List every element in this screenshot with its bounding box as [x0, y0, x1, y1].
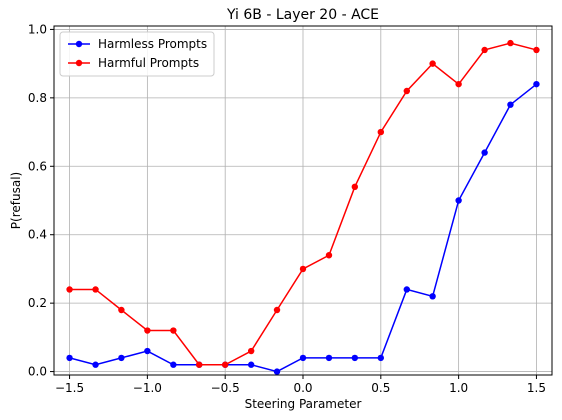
x-tick-label: 0.5 — [371, 381, 390, 395]
legend-label: Harmless Prompts — [98, 37, 207, 51]
data-point — [66, 354, 73, 362]
data-point — [299, 265, 307, 273]
data-point — [299, 354, 307, 362]
data-point — [507, 39, 514, 47]
y-tick-label: 0.2 — [28, 296, 47, 310]
x-tick-label: −0.5 — [211, 381, 240, 395]
series-1 — [66, 39, 540, 368]
y-tick-label: 0.4 — [28, 228, 47, 242]
data-point — [507, 101, 514, 108]
data-point — [247, 347, 255, 355]
y-tick-label: 0.8 — [28, 91, 47, 105]
y-tick-label: 0.6 — [28, 159, 47, 173]
data-point — [221, 361, 229, 368]
data-point — [325, 354, 333, 362]
data-point — [533, 80, 540, 88]
y-tick-label: 0.0 — [28, 365, 47, 379]
legend-marker — [75, 59, 83, 67]
data-point — [403, 286, 411, 293]
data-point — [170, 327, 177, 334]
x-tick-label: −1.5 — [55, 381, 84, 395]
data-point — [377, 128, 385, 136]
data-point — [273, 306, 281, 314]
y-tick-label: 1.0 — [28, 22, 47, 36]
data-point — [351, 354, 359, 362]
grid — [54, 26, 552, 375]
x-tick-label: 1.5 — [527, 381, 546, 395]
data-point — [325, 252, 333, 259]
data-point — [118, 306, 125, 314]
data-point — [429, 293, 436, 300]
data-point — [66, 286, 73, 293]
data-point — [481, 149, 488, 156]
data-point — [118, 354, 125, 362]
data-point — [455, 80, 462, 88]
legend-label: Harmful Prompts — [98, 56, 199, 70]
data-point — [195, 361, 203, 368]
data-point — [533, 46, 540, 54]
x-axis-title: Steering Parameter — [245, 397, 362, 411]
data-point — [144, 327, 151, 334]
data-point — [247, 361, 255, 368]
legend-box — [59, 31, 215, 77]
data-point — [377, 354, 385, 362]
data-point — [403, 87, 411, 95]
legend-marker — [75, 40, 83, 48]
data-point — [351, 183, 359, 191]
legend: Harmless Prompts Harmful Prompts — [59, 31, 215, 77]
data-point — [455, 197, 462, 204]
data-point — [92, 286, 99, 293]
data-point — [481, 46, 488, 54]
data-point — [429, 60, 436, 67]
y-axis-title: P(refusal) — [9, 172, 23, 229]
data-point — [170, 361, 177, 368]
data-point — [273, 368, 281, 375]
chart-title: Yi 6B - Layer 20 - ACE — [226, 7, 379, 23]
data-point — [92, 361, 99, 368]
x-tick-label: 1.0 — [449, 381, 468, 395]
data-point — [144, 347, 151, 355]
x-tick-label: 0.0 — [293, 381, 312, 395]
x-tick-label: −1.0 — [133, 381, 162, 395]
